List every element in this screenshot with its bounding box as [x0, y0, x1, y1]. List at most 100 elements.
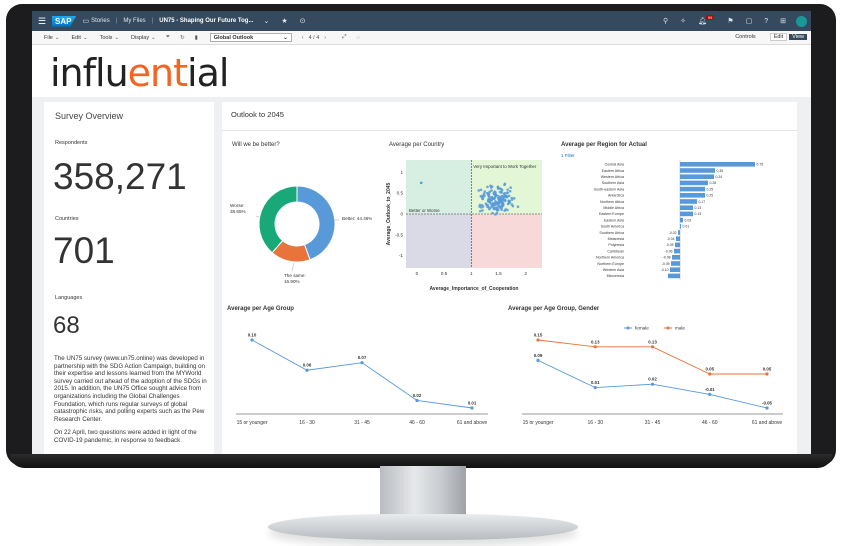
grid-icon[interactable]: ⊞	[780, 18, 786, 25]
region-value-label: -0.08	[663, 256, 671, 260]
survey-description: The UN75 survey (www.un75.online) was de…	[54, 355, 209, 451]
chevron-down-icon: ⌄	[283, 34, 288, 41]
monitor-stand-neck	[380, 466, 466, 518]
chevron-down-icon[interactable]: ⌄	[54, 34, 60, 41]
data-label: 0.15	[534, 333, 543, 338]
region-value-label: 0.17	[699, 200, 706, 204]
donut-label: 16.90%	[284, 279, 300, 284]
scatter-point	[489, 206, 493, 209]
region-label: South-eastern Asia	[594, 187, 624, 191]
region-bar	[680, 186, 705, 192]
avatar[interactable]	[796, 15, 807, 27]
scatter-point	[486, 185, 489, 189]
x-tick-label: 15 or younger	[237, 420, 268, 426]
notification-badge: 99	[705, 14, 715, 20]
scatter-point	[498, 196, 501, 199]
file-menu[interactable]: File	[44, 34, 53, 41]
series-point	[708, 372, 712, 376]
scatter-point	[491, 211, 494, 215]
chevron-down-icon[interactable]: ⌄	[114, 34, 120, 41]
outlook-panel: Outlook to 2045 Will we be better? Bette…	[222, 102, 797, 454]
filter-link[interactable]: 1 Filter	[561, 153, 575, 158]
tools-menu[interactable]: Tools	[99, 34, 113, 41]
scatter-point	[506, 191, 509, 194]
scatter-chart[interactable]: Very Important to Work Together Better or…	[382, 152, 557, 302]
fullscreen-icon[interactable]: ⤢	[342, 34, 347, 40]
edit-button[interactable]: Edit	[769, 33, 788, 41]
series-point	[593, 345, 597, 349]
chat-icon[interactable]: ▢	[745, 18, 753, 25]
shell-actions: ⚲ ✧ 🔔︎ 99 ⚑ ▢ ? ⊞	[657, 11, 807, 31]
more-icon[interactable]: ◌	[356, 34, 360, 41]
data-label: 0.09	[534, 353, 543, 358]
region-label: Micronesia	[607, 274, 624, 278]
scatter-point	[503, 183, 506, 187]
series-point	[650, 382, 655, 386]
chevron-down-icon[interactable]: ⌄	[151, 34, 156, 41]
bookmark-icon[interactable]: ▮	[194, 34, 198, 41]
next-page-icon[interactable]: ›	[324, 34, 327, 41]
story-title[interactable]: UN75 - Shaping Our Future Tog...	[159, 18, 254, 24]
region-bar-chart[interactable]: Central Asia 0.75 Eastern Africa 0.35 Wester…	[560, 158, 790, 298]
region-bar	[680, 224, 681, 229]
flag-icon[interactable]: ⚑	[727, 18, 734, 25]
donut-chart[interactable]: Better: 44.46% The same:16.90% Worse:38.65…	[222, 154, 372, 289]
legend-swatch	[666, 326, 670, 330]
bell-icon[interactable]: 🔔︎	[697, 18, 707, 25]
x-tick-label: 61 and above	[752, 420, 783, 426]
series-line	[251, 339, 473, 409]
controls-button[interactable]: Controls	[735, 34, 756, 40]
view-button[interactable]: View	[789, 34, 807, 40]
countries-value: 701	[53, 230, 115, 271]
info-icon[interactable]: ⊙	[299, 18, 306, 25]
nav-my-files[interactable]: My Files	[123, 18, 146, 24]
chevron-down-icon[interactable]: ⌄	[82, 34, 88, 41]
region-label: Central Asia	[605, 163, 624, 167]
series-point	[250, 338, 254, 342]
page-select[interactable]: Global Outlook ⌄	[209, 33, 292, 42]
x-tick-label: 16 - 30	[587, 420, 603, 426]
chevron-down-icon[interactable]: ⌄	[263, 18, 270, 25]
scatter-point	[506, 202, 510, 206]
scatter-point	[487, 200, 491, 204]
countries-label: Countries	[55, 216, 79, 222]
quadrant-top-left	[406, 160, 472, 214]
x-tick-label: 31 - 45	[645, 420, 661, 426]
scatter-point	[506, 188, 510, 191]
scatter-point	[509, 186, 512, 189]
nav-separator: |	[151, 18, 154, 24]
scatter-point	[490, 195, 493, 199]
nav-stories[interactable]: Stories	[91, 18, 110, 24]
display-menu[interactable]: Display	[131, 34, 150, 41]
monitor-chin	[10, 454, 832, 468]
scatter-point	[490, 185, 494, 188]
scatter-point	[502, 192, 506, 196]
region-value-label: 0.25	[707, 187, 714, 191]
age-gender-line-chart[interactable]: 15 or younger 16 - 30 31 - 45 46 - 60 61 and…	[508, 314, 797, 442]
donut-chart-title: Will we be better?	[232, 142, 280, 148]
search-icon[interactable]: ⚲	[662, 18, 669, 25]
sap-logo[interactable]: SAP	[52, 15, 77, 27]
edit-menu[interactable]: Edit	[71, 34, 81, 41]
region-label: Western Africa	[601, 175, 624, 179]
region-value-label: 0.75	[757, 163, 764, 167]
survey-paragraph: On 22 April, two questions were added in…	[54, 429, 197, 444]
y-tick-label: 0.5	[397, 191, 404, 196]
legend-label: female	[635, 326, 649, 331]
previous-page-icon[interactable]: ‹	[301, 34, 304, 41]
data-label: 0.10	[248, 333, 257, 338]
age-line-chart[interactable]: 15 or younger 16 - 30 31 - 45 46 - 60 61 and…	[222, 314, 502, 442]
scatter-point	[492, 205, 495, 209]
region-bar	[680, 174, 714, 179]
star-icon[interactable]: ★	[281, 18, 288, 25]
x-tick-label: 1.5	[495, 271, 502, 276]
x-tick-label: 31 - 45	[354, 420, 370, 426]
scatter-point	[482, 192, 486, 195]
region-label: Middle Africa	[603, 206, 624, 210]
lightbulb-icon[interactable]: ✧	[680, 18, 686, 25]
help-icon[interactable]: ?	[764, 17, 769, 25]
refresh-icon[interactable]: ↻	[180, 34, 185, 41]
filter-icon[interactable]: ⏷	[165, 34, 171, 40]
hamburger-menu-icon[interactable]: ☰	[37, 15, 47, 26]
donut-label: Worse:	[230, 203, 244, 208]
